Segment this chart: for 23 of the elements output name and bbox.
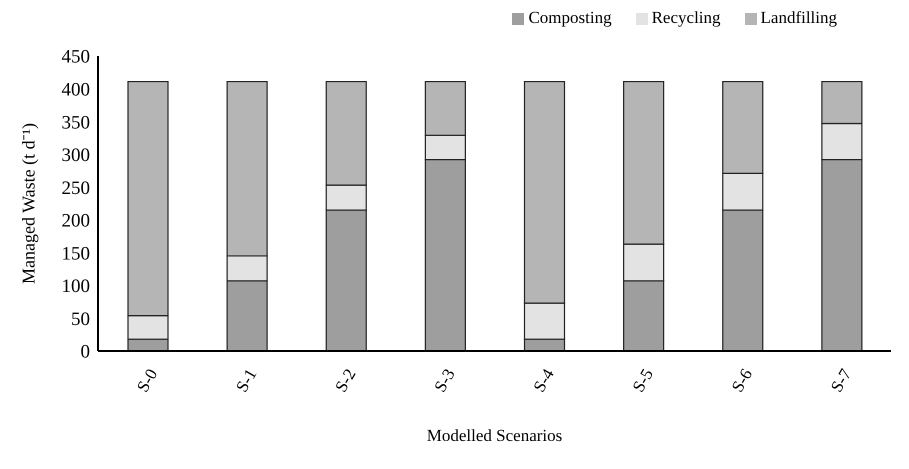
y-axis-title: Managed Waste (t d⁻¹)	[18, 122, 38, 284]
legend-label: Composting	[528, 8, 612, 27]
x-tick-label: S-0	[133, 365, 162, 396]
x-tick-label: S-4	[530, 365, 558, 396]
x-tick-label: S-3	[430, 365, 459, 396]
legend-label: Recycling	[652, 8, 721, 27]
x-tick-label: S-5	[628, 365, 657, 396]
y-tick-label: 100	[62, 276, 90, 298]
x-tick-label: S-2	[331, 365, 360, 396]
y-tick-label: 250	[62, 178, 90, 199]
y-tick-label: 300	[62, 145, 90, 166]
x-tick-label: S-7	[826, 365, 856, 396]
y-tick-label: 450	[62, 46, 90, 68]
y-tick-label: 150	[62, 243, 90, 264]
legend-label: Landfilling	[760, 8, 837, 27]
x-tick-label: S-1	[232, 365, 260, 396]
x-tick-label: S-6	[728, 365, 756, 396]
y-tick-label: 50	[71, 308, 90, 330]
x-axis-title: Modelled Scenarios	[426, 426, 562, 445]
y-tick-label: 350	[62, 112, 90, 134]
y-tick-label: 0	[80, 342, 90, 363]
y-tick-label: 400	[62, 80, 90, 101]
y-tick-label: 200	[62, 210, 90, 232]
